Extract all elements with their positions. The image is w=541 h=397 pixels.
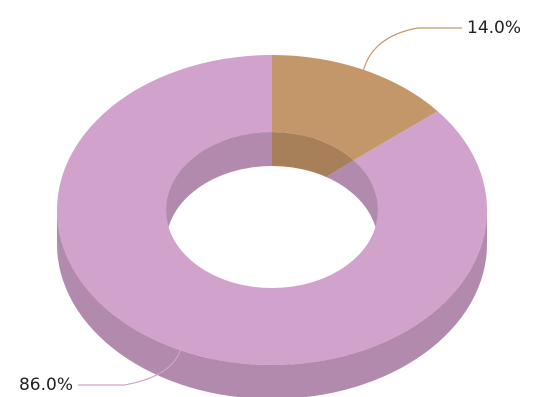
donut-slice xyxy=(57,55,487,365)
data-label: 14.0% xyxy=(467,18,521,38)
inner-wall xyxy=(272,132,378,210)
leader-line xyxy=(362,27,462,70)
leader-line xyxy=(78,350,182,386)
donut-slice xyxy=(272,55,438,161)
side-wall xyxy=(57,210,487,397)
data-label: 86.0% xyxy=(19,375,73,395)
